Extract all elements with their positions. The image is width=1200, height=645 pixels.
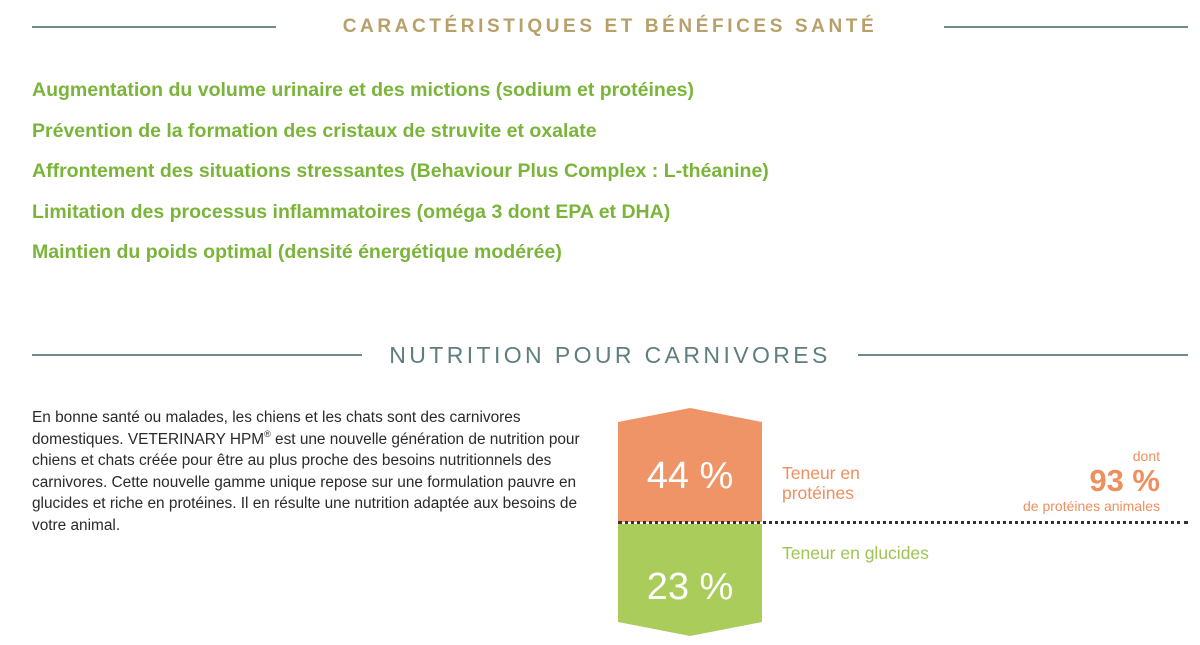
health-section-title: CARACTÉRISTIQUES ET BÉNÉFICES SANTÉ — [342, 16, 878, 37]
intro-text-part2: est une nouvelle génération de nutrition… — [32, 430, 580, 534]
protein-label: Teneur en protéines — [782, 463, 860, 503]
animal-protein-prefix: dont — [1132, 448, 1160, 464]
benefits-list: Augmentation du volume urinaire et des m… — [32, 76, 769, 279]
animal-protein-value: 93 % — [1089, 463, 1160, 498]
health-section-heading: CARACTÉRISTIQUES ET BÉNÉFICES SANTÉ — [32, 14, 1188, 40]
registered-mark: ® — [264, 428, 271, 439]
carb-label: Teneur en glucides — [782, 543, 929, 563]
benefit-item: Prévention de la formation des cristaux … — [32, 119, 597, 142]
nutrition-section-title: NUTRITION POUR CARNIVORES — [389, 341, 831, 368]
protein-label-line1: Teneur en — [782, 463, 860, 483]
nutrition-section-heading: NUTRITION POUR CARNIVORES — [32, 340, 1188, 370]
dotted-divider — [618, 521, 1188, 524]
carb-value: 23 % — [646, 566, 734, 608]
protein-label-line2: protéines — [782, 483, 854, 503]
animal-protein-suffix: de protéines animales — [1023, 498, 1160, 514]
benefit-item: Limitation des processus inflammatoires … — [32, 200, 671, 223]
nutrition-intro-paragraph: En bonne santé ou malades, les chiens et… — [32, 407, 592, 536]
benefit-item: Affrontement des situations stressantes … — [32, 160, 769, 182]
heading-rule-left — [32, 354, 362, 356]
animal-protein-callout: dont 93 % de protéines animales — [1023, 448, 1160, 514]
carb-hexagon-segment — [618, 524, 762, 636]
benefit-item: Maintien du poids optimal (densité énerg… — [32, 241, 562, 263]
heading-rule-left — [32, 26, 276, 28]
intro-text-part1: En bonne santé ou malades, les chiens et… — [32, 409, 521, 448]
protein-hexagon-segment — [618, 408, 762, 522]
heading-rule-right — [858, 354, 1188, 356]
benefit-item: Augmentation du volume urinaire et des m… — [32, 79, 695, 101]
protein-value: 44 % — [646, 455, 734, 497]
macronutrient-hexagon: 44 % 23 % — [618, 408, 762, 636]
heading-rule-right — [944, 26, 1188, 28]
